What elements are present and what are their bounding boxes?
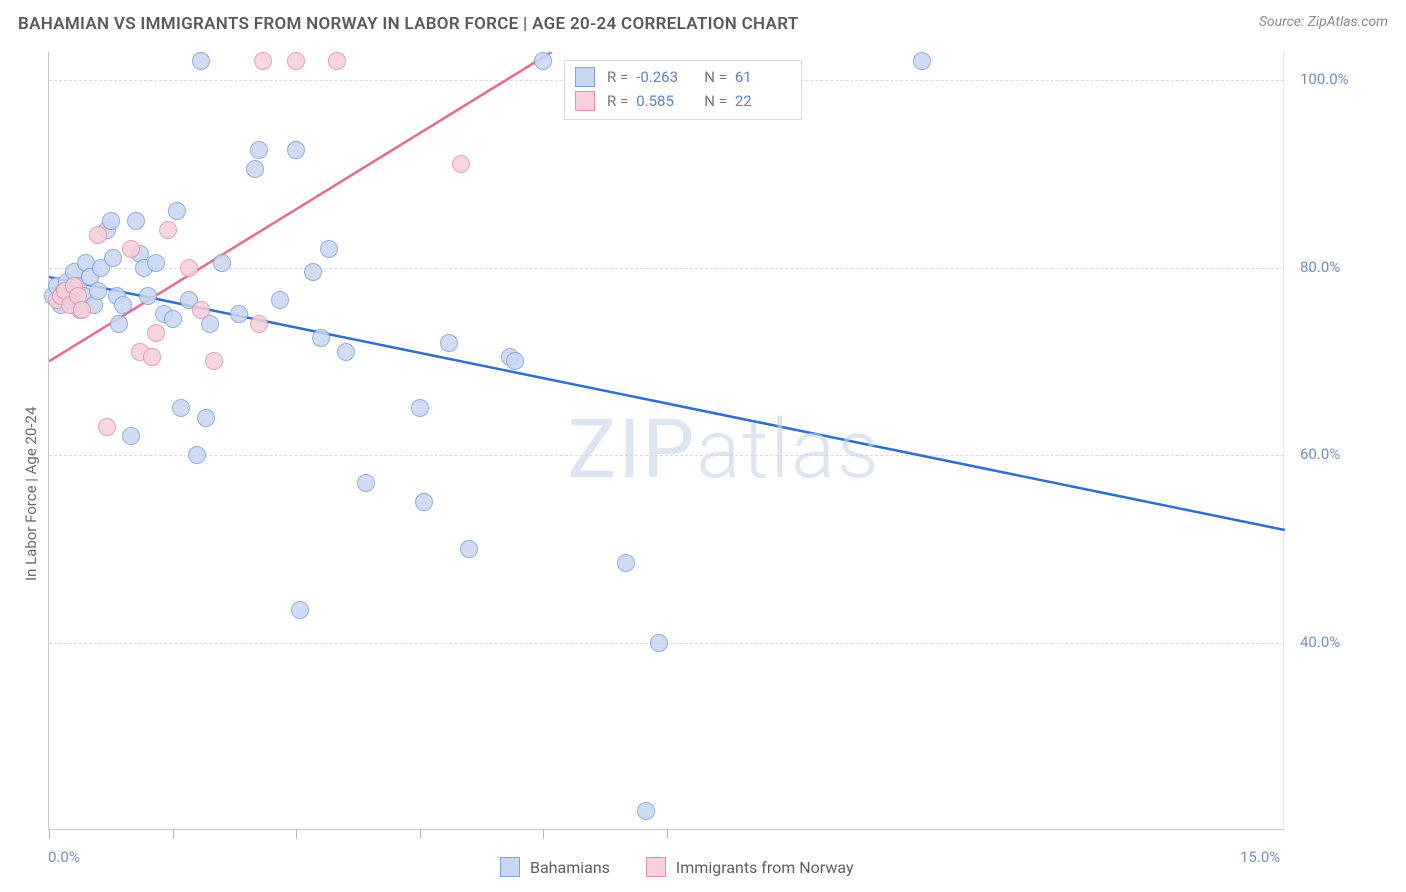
series-legend: Bahamians Immigrants from Norway bbox=[500, 857, 880, 877]
data-point bbox=[110, 315, 128, 333]
data-point bbox=[143, 348, 161, 366]
data-point bbox=[159, 221, 177, 239]
x-tick bbox=[543, 829, 544, 839]
y-axis-label: In Labor Force | Age 20-24 bbox=[22, 407, 40, 581]
source-prefix: Source: bbox=[1259, 14, 1308, 30]
x-tick bbox=[49, 829, 50, 839]
data-point bbox=[913, 52, 931, 70]
legend-swatch bbox=[646, 857, 666, 877]
stat-n-label: N = bbox=[704, 92, 727, 110]
data-point bbox=[506, 352, 524, 370]
data-point bbox=[180, 259, 198, 277]
data-point bbox=[637, 802, 655, 820]
data-point bbox=[411, 399, 429, 417]
correlation-legend: R = -0.263 N = 61 R = 0.585 N = 22 bbox=[564, 60, 802, 120]
data-point bbox=[104, 249, 122, 267]
stat-n-value: 22 bbox=[735, 92, 791, 110]
legend-label: Immigrants from Norway bbox=[676, 858, 854, 877]
stat-r-label: R = bbox=[607, 92, 628, 110]
data-point bbox=[172, 399, 190, 417]
data-point bbox=[328, 52, 346, 70]
data-point bbox=[452, 155, 470, 173]
stat-n-value: 61 bbox=[735, 68, 791, 86]
data-point bbox=[73, 301, 91, 319]
data-point bbox=[250, 315, 268, 333]
data-point bbox=[440, 334, 458, 352]
data-point bbox=[168, 202, 186, 220]
stat-r-label: R = bbox=[607, 68, 628, 86]
x-tick bbox=[173, 829, 174, 839]
data-point bbox=[312, 329, 330, 347]
data-point bbox=[271, 291, 289, 309]
legend-swatch bbox=[500, 857, 520, 877]
data-point bbox=[122, 240, 140, 258]
data-point bbox=[415, 493, 433, 511]
data-point bbox=[147, 254, 165, 272]
data-point bbox=[337, 343, 355, 361]
data-point bbox=[534, 52, 552, 70]
data-point bbox=[192, 52, 210, 70]
data-point bbox=[246, 160, 264, 178]
data-point bbox=[205, 352, 223, 370]
gridline bbox=[49, 268, 1284, 269]
data-point bbox=[304, 263, 322, 281]
data-point bbox=[320, 240, 338, 258]
trend-overlay bbox=[49, 52, 1285, 830]
data-point bbox=[98, 418, 116, 436]
chart-title: BAHAMIAN VS IMMIGRANTS FROM NORWAY IN LA… bbox=[18, 14, 799, 34]
data-point bbox=[114, 296, 132, 314]
source-attribution: Source: ZipAtlas.com bbox=[1259, 14, 1388, 30]
data-point bbox=[122, 427, 140, 445]
chart-header: BAHAMIAN VS IMMIGRANTS FROM NORWAY IN LA… bbox=[0, 0, 1406, 48]
data-point bbox=[617, 554, 635, 572]
data-point bbox=[287, 52, 305, 70]
data-point bbox=[164, 310, 182, 328]
plot-area bbox=[48, 52, 1284, 830]
data-point bbox=[102, 212, 120, 230]
y-tick-label: 100.0% bbox=[1300, 70, 1349, 88]
data-point bbox=[287, 141, 305, 159]
data-point bbox=[139, 287, 157, 305]
y-tick-label: 40.0% bbox=[1300, 633, 1340, 651]
data-point bbox=[650, 634, 668, 652]
legend-label: Bahamians bbox=[530, 858, 610, 877]
data-point bbox=[357, 474, 375, 492]
data-point bbox=[250, 141, 268, 159]
legend-row: R = -0.263 N = 61 bbox=[575, 65, 791, 89]
legend-swatch bbox=[575, 67, 595, 87]
data-point bbox=[254, 52, 272, 70]
data-point bbox=[197, 409, 215, 427]
stat-n-label: N = bbox=[704, 68, 727, 86]
data-point bbox=[291, 601, 309, 619]
data-point bbox=[460, 540, 478, 558]
data-point bbox=[127, 212, 145, 230]
y-tick-label: 60.0% bbox=[1300, 445, 1340, 463]
legend-swatch bbox=[575, 91, 595, 111]
data-point bbox=[147, 324, 165, 342]
data-point bbox=[213, 254, 231, 272]
data-point bbox=[188, 446, 206, 464]
plot-right-edge bbox=[1283, 52, 1284, 829]
stat-r-value: 0.585 bbox=[636, 92, 692, 110]
gridline bbox=[49, 455, 1284, 456]
data-point bbox=[89, 282, 107, 300]
x-tick bbox=[667, 829, 668, 839]
x-max-label: 15.0% bbox=[1240, 848, 1280, 866]
x-min-label: 0.0% bbox=[48, 848, 80, 866]
x-tick bbox=[296, 829, 297, 839]
y-tick-label: 80.0% bbox=[1300, 258, 1340, 276]
x-tick bbox=[420, 829, 421, 839]
trend-line bbox=[49, 52, 552, 361]
data-point bbox=[230, 305, 248, 323]
data-point bbox=[89, 226, 107, 244]
source-name: ZipAtlas.com bbox=[1308, 14, 1388, 30]
data-point bbox=[192, 301, 210, 319]
legend-row: R = 0.585 N = 22 bbox=[575, 89, 791, 113]
stat-r-value: -0.263 bbox=[636, 68, 692, 86]
